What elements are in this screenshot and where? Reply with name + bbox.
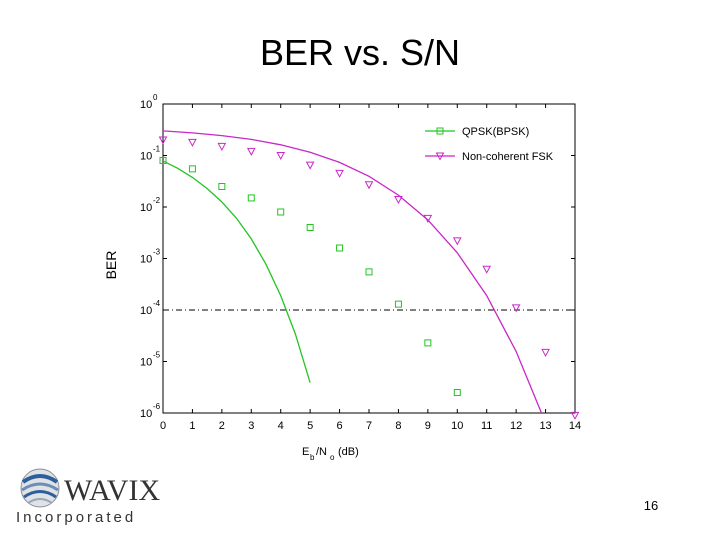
y-tick-label-exp: -6 [153, 402, 161, 411]
x-tick-label: 12 [510, 420, 522, 432]
data-point-fsk [511, 304, 521, 313]
data-point-fsk [570, 411, 580, 420]
x-tick-label: 10 [451, 420, 463, 432]
data-point-fsk [246, 147, 256, 156]
data-point-fsk [482, 265, 492, 274]
legend-marker-triangle [435, 152, 445, 161]
legend-marker-square [436, 127, 444, 135]
x-tick-label: 14 [569, 420, 581, 432]
data-point-fsk [217, 142, 227, 151]
data-point-qpsk [247, 194, 255, 202]
x-tick-label: 6 [337, 420, 343, 432]
x-axis-label-base: E [302, 446, 309, 458]
slide-title: BER vs. S/N [259, 32, 461, 73]
x-tick-label: 11 [481, 420, 492, 432]
data-point-qpsk [365, 268, 373, 276]
x-axis-label-sub1: b [310, 453, 315, 462]
data-point-fsk [541, 348, 550, 357]
data-point-fsk [423, 214, 433, 223]
data-point-fsk [305, 161, 315, 170]
x-tick-label: 0 [160, 420, 166, 432]
x-tick-label: 13 [539, 420, 551, 432]
data-point-qpsk [277, 208, 285, 216]
wavix-logo: WAVIX Incorporated [16, 468, 160, 526]
data-point-qpsk [394, 300, 402, 308]
x-axis-label-mid: /N [316, 446, 327, 458]
data-point-fsk [394, 195, 403, 205]
series-curves [163, 130, 543, 413]
data-point-fsk [452, 237, 462, 246]
legend-label-0: QPSK(BPSK) [462, 126, 529, 138]
x-tick-label: 7 [366, 420, 372, 432]
series-line-1 [163, 130, 543, 413]
y-tick-label-exp: -4 [153, 299, 161, 308]
data-point-qpsk [188, 165, 196, 173]
y-tick-label-base: 10 [140, 305, 152, 317]
x-tick-label: 4 [278, 420, 284, 432]
logo-tagline: Incorporated [16, 509, 136, 526]
x-axis-ticks: 0 1 2 3 4 5 6 7 8 9 10 11 12 13 14 [160, 104, 581, 432]
data-point-fsk [158, 136, 168, 145]
y-tick-label-exp: -3 [153, 248, 161, 257]
x-tick-label: 2 [219, 420, 225, 432]
data-point-qpsk [218, 183, 226, 191]
data-point-fsk [335, 169, 344, 178]
y-tick-label-base: 10 [140, 408, 152, 420]
data-point-qpsk [336, 244, 344, 252]
data-point-fsk [276, 152, 286, 161]
series-line-0 [163, 160, 311, 383]
y-tick-label-exp: -2 [153, 196, 161, 205]
x-tick-label: 8 [395, 420, 401, 432]
y-tick-label-base: 10 [140, 254, 152, 266]
legend-label-1: Non-coherent FSK [462, 151, 554, 163]
x-tick-label: 3 [248, 420, 254, 432]
y-tick-label-base: 10 [140, 151, 152, 163]
y-tick-label-base: 10 [140, 99, 152, 111]
data-point-fsk [188, 138, 197, 147]
data-point-qpsk [159, 156, 167, 164]
page-number: 16 [643, 498, 659, 513]
logo-brand: WAVIX [64, 474, 160, 507]
y-tick-label-base: 10 [140, 202, 152, 214]
data-point-fsk [364, 181, 374, 190]
x-tick-label: 1 [189, 420, 195, 432]
x-axis-label: E b /N o (dB) [302, 446, 359, 462]
y-axis-label: BER [103, 251, 119, 280]
y-tick-label-exp: 0 [153, 93, 158, 102]
y-tick-label-base: 10 [140, 357, 152, 369]
data-point-qpsk [424, 339, 432, 347]
x-tick-label: 5 [307, 420, 313, 432]
data-point-qpsk [453, 389, 461, 397]
data-point-qpsk [306, 223, 314, 231]
x-axis-label-unit: (dB) [338, 446, 359, 458]
x-axis-label-sub2: o [330, 453, 335, 462]
series-markers [158, 136, 580, 420]
globe-icon [20, 468, 60, 508]
legend: QPSK(BPSK) Non-coherent FSK [425, 126, 554, 163]
y-tick-label-exp: -5 [153, 351, 161, 360]
y-tick-label-exp: -1 [153, 145, 161, 154]
x-tick-label: 9 [425, 420, 431, 432]
